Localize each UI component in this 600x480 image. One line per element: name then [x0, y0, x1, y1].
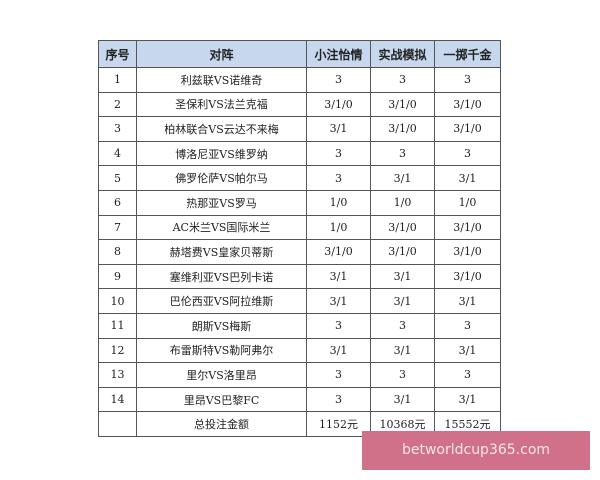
- cell-match: 朗斯VS梅斯: [136, 312, 307, 339]
- betting-table: 序号 对阵 小注怡情 实战模拟 一掷千金 1 利兹联VS诺维奇 3 3 3 2 圣保利VS法…: [98, 40, 501, 437]
- cell-index: [98, 411, 137, 437]
- cell-match: 利兹联VS诺维奇: [136, 67, 307, 93]
- cell-sim: 3/1: [370, 263, 435, 290]
- cell-index: 13: [98, 362, 137, 388]
- table-row: 8 赫塔费VS皇家贝蒂斯 3/1/0 3/1/0 3/1/0: [98, 239, 501, 265]
- cell-index: 9: [98, 263, 137, 290]
- cell-big: 3/1/0: [434, 263, 501, 290]
- cell-small: 1152元: [306, 411, 371, 437]
- cell-index: 5: [98, 165, 137, 191]
- cell-index: 4: [98, 140, 137, 167]
- cell-big: 3/1: [434, 386, 501, 413]
- cell-sim: 3: [370, 312, 435, 339]
- cell-sim: 3/1: [370, 288, 435, 314]
- cell-small: 1/0: [306, 189, 371, 216]
- table-row: 13 里尔VS洛里昂 3 3 3: [98, 362, 501, 388]
- cell-sim: 3/1/0: [370, 239, 435, 265]
- cell-index: 12: [98, 337, 137, 364]
- cell-big: 3: [434, 67, 501, 93]
- table-row: 11 朗斯VS梅斯 3 3 3: [98, 312, 501, 339]
- cell-small: 3: [306, 165, 371, 191]
- cell-sim: 3: [370, 362, 435, 388]
- table-row: 7 AC米兰VS国际米兰 1/0 3/1/0 3/1/0: [98, 214, 501, 241]
- cell-small: 3: [306, 312, 371, 339]
- header-match: 对阵: [136, 40, 307, 68]
- cell-match: AC米兰VS国际米兰: [136, 214, 307, 241]
- table-row: 6 热那亚VS罗马 1/0 1/0 1/0: [98, 189, 501, 216]
- cell-index: 1: [98, 67, 137, 93]
- cell-sim: 3: [370, 67, 435, 93]
- cell-small: 3/1: [306, 116, 371, 142]
- table-row: 5 佛罗伦萨VS帕尔马 3 3/1 3/1: [98, 165, 501, 191]
- table-row: 9 塞维利亚VS巴列卡诺 3/1 3/1 3/1/0: [98, 263, 501, 290]
- cell-match: 圣保利VS法兰克福: [136, 91, 307, 118]
- table-row: 2 圣保利VS法兰克福 3/1/0 3/1/0 3/1/0: [98, 91, 501, 118]
- cell-index: 14: [98, 386, 137, 413]
- cell-small: 3: [306, 140, 371, 167]
- table-row: 3 柏林联合VS云达不来梅 3/1 3/1/0 3/1/0: [98, 116, 501, 142]
- table-row: 12 布雷斯特VS勒阿弗尔 3/1 3/1 3/1: [98, 337, 501, 364]
- header-index: 序号: [98, 40, 137, 68]
- cell-sim: 3/1: [370, 165, 435, 191]
- cell-match: 总投注金额: [136, 411, 307, 437]
- cell-index: 11: [98, 312, 137, 339]
- watermark: betworldcup365.com: [362, 431, 590, 470]
- cell-big: 3/1/0: [434, 239, 501, 265]
- cell-big: 3: [434, 312, 501, 339]
- header-small: 小注怡情: [306, 40, 371, 68]
- cell-sim: 3/1: [370, 337, 435, 364]
- cell-match: 布雷斯特VS勒阿弗尔: [136, 337, 307, 364]
- cell-big: 3/1/0: [434, 214, 501, 241]
- table-row: 4 博洛尼亚VS维罗纳 3 3 3: [98, 140, 501, 167]
- table-row: 1 利兹联VS诺维奇 3 3 3: [98, 67, 501, 93]
- cell-big: 3: [434, 140, 501, 167]
- cell-match: 热那亚VS罗马: [136, 189, 307, 216]
- cell-match: 里尔VS洛里昂: [136, 362, 307, 388]
- cell-small: 3/1: [306, 337, 371, 364]
- cell-match: 塞维利亚VS巴列卡诺: [136, 263, 307, 290]
- cell-small: 3: [306, 67, 371, 93]
- cell-big: 3/1/0: [434, 116, 501, 142]
- cell-big: 3/1: [434, 337, 501, 364]
- cell-index: 6: [98, 189, 137, 216]
- cell-sim: 3/1/0: [370, 91, 435, 118]
- header-row: 序号 对阵 小注怡情 实战模拟 一掷千金: [98, 40, 501, 68]
- cell-big: 3/1: [434, 165, 501, 191]
- cell-big: 1/0: [434, 189, 501, 216]
- cell-index: 2: [98, 91, 137, 118]
- cell-big: 3/1/0: [434, 91, 501, 118]
- cell-index: 7: [98, 214, 137, 241]
- cell-small: 3/1/0: [306, 239, 371, 265]
- cell-small: 3/1/0: [306, 91, 371, 118]
- header-big: 一掷千金: [434, 40, 501, 68]
- cell-match: 博洛尼亚VS维罗纳: [136, 140, 307, 167]
- cell-sim: 3: [370, 140, 435, 167]
- cell-match: 佛罗伦萨VS帕尔马: [136, 165, 307, 191]
- cell-small: 3/1: [306, 288, 371, 314]
- header-sim: 实战模拟: [370, 40, 435, 68]
- cell-small: 1/0: [306, 214, 371, 241]
- cell-match: 里昂VS巴黎FC: [136, 386, 307, 413]
- cell-small: 3: [306, 362, 371, 388]
- table-row: 14 里昂VS巴黎FC 3 3/1 3/1: [98, 386, 501, 413]
- cell-small: 3: [306, 386, 371, 413]
- cell-small: 3/1: [306, 263, 371, 290]
- cell-big: 3: [434, 362, 501, 388]
- cell-index: 10: [98, 288, 137, 314]
- cell-index: 3: [98, 116, 137, 142]
- cell-big: 3/1: [434, 288, 501, 314]
- cell-sim: 1/0: [370, 189, 435, 216]
- cell-match: 赫塔费VS皇家贝蒂斯: [136, 239, 307, 265]
- cell-match: 柏林联合VS云达不来梅: [136, 116, 307, 142]
- cell-match: 巴伦西亚VS阿拉维斯: [136, 288, 307, 314]
- cell-index: 8: [98, 239, 137, 265]
- cell-sim: 3/1/0: [370, 214, 435, 241]
- cell-sim: 3/1: [370, 386, 435, 413]
- cell-sim: 3/1/0: [370, 116, 435, 142]
- table-row: 10 巴伦西亚VS阿拉维斯 3/1 3/1 3/1: [98, 288, 501, 314]
